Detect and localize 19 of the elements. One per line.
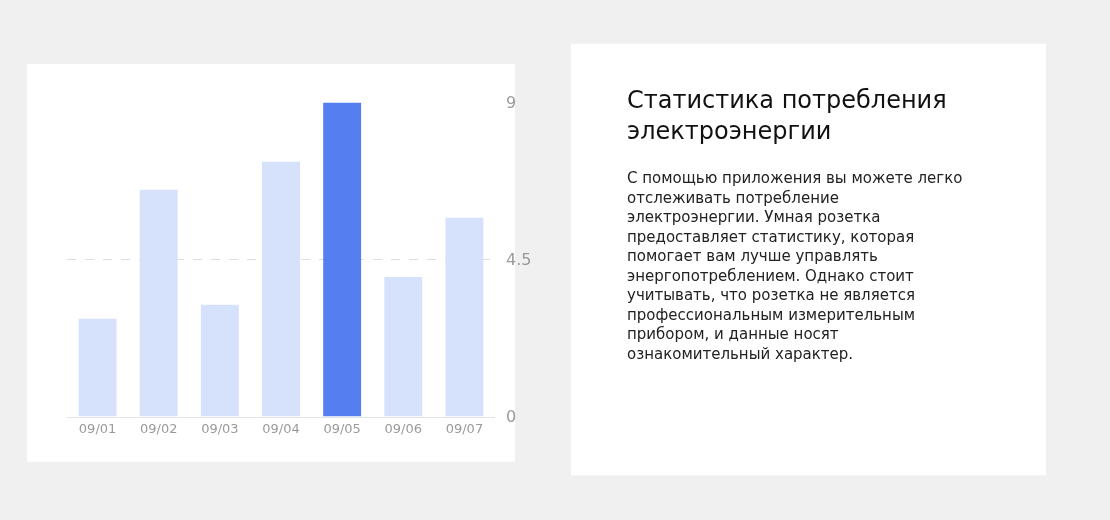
bar [200,304,239,417]
bar [78,318,117,417]
bar [262,161,300,417]
y-tick-label: 4.5 [506,250,532,270]
bar [384,276,423,417]
x-tick-label: 09/01 [78,421,117,437]
bar [323,102,362,417]
x-tick-label: 09/03 [201,421,239,437]
bar [445,217,484,417]
text: Статистика потребления электроэнергии [627,86,947,146]
x-tick-label: 09/02 [139,421,178,437]
y-tick-label: 0 [506,407,517,427]
text: С помощью приложения вы можете легко отслеживать потребление электроэнергии. Умная розетка предоставляет статистику, которая помогает вам лучше управлять энергопотреблением. Однако стоит учитывать, что розетка не является профессиональным измерительным прибором, и данные носят ознакомительный характер. [627,169,963,363]
x-tick-label: 09/06 [384,421,423,437]
x-tick-label: 09/04 [262,421,300,437]
x-tick-label: 09/07 [445,421,484,437]
y-tick-label: 9 [506,93,517,113]
bar [139,189,178,417]
x-tick-label: 09/05 [323,421,361,437]
